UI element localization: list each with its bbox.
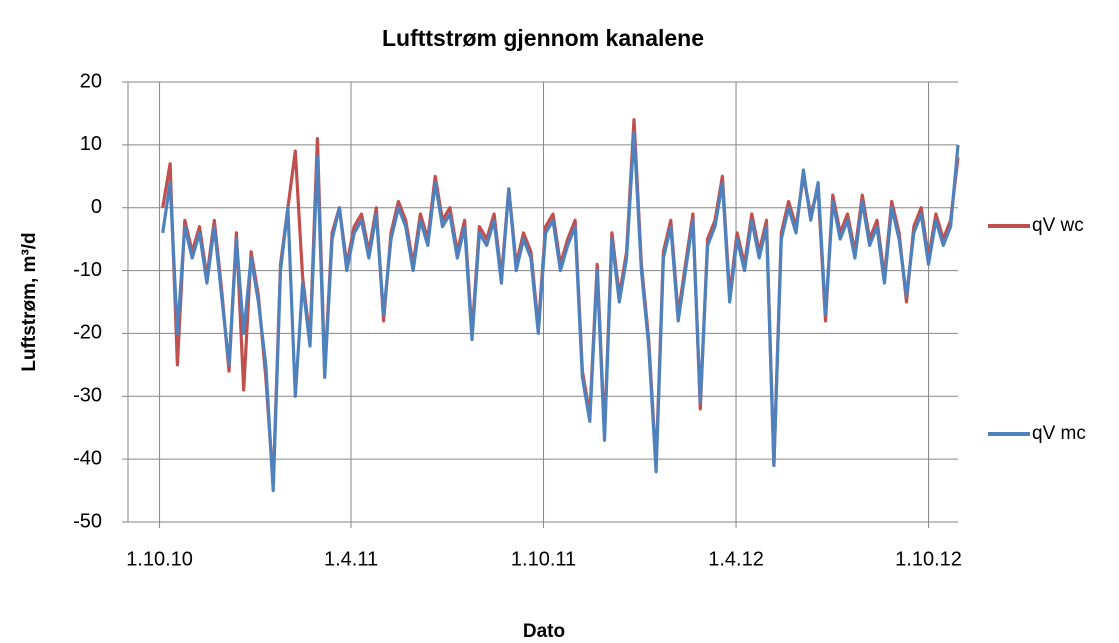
x-tick-label: 1.4.11 xyxy=(324,548,378,570)
x-tick-label: 1.10.11 xyxy=(511,548,576,570)
legend-label: qV wc xyxy=(1032,215,1084,236)
y-tick-label: -50 xyxy=(73,510,102,532)
x-tick-label: 1.10.10 xyxy=(126,548,193,570)
data-line xyxy=(161,118,960,486)
y-tick-label: -10 xyxy=(73,259,102,281)
y-tick-label: 0 xyxy=(91,196,102,218)
data-line xyxy=(161,130,960,493)
x-tick-label: 1.10.12 xyxy=(895,548,962,570)
y-tick-label: 10 xyxy=(80,133,102,155)
chart-title: Lufttstrøm gjennom kanalene xyxy=(382,25,704,51)
legend-label: qV mc xyxy=(1032,423,1086,444)
y-tick-label: 20 xyxy=(80,70,102,92)
x-tick-label: 1.4.12 xyxy=(708,548,764,570)
y-axis-title: Luftstrøm, m³/d xyxy=(19,232,40,371)
y-tick-label: -30 xyxy=(73,385,102,407)
x-axis-title: Dato xyxy=(523,621,565,642)
y-tick-label: -40 xyxy=(73,447,102,469)
y-tick-label: -20 xyxy=(73,322,102,344)
